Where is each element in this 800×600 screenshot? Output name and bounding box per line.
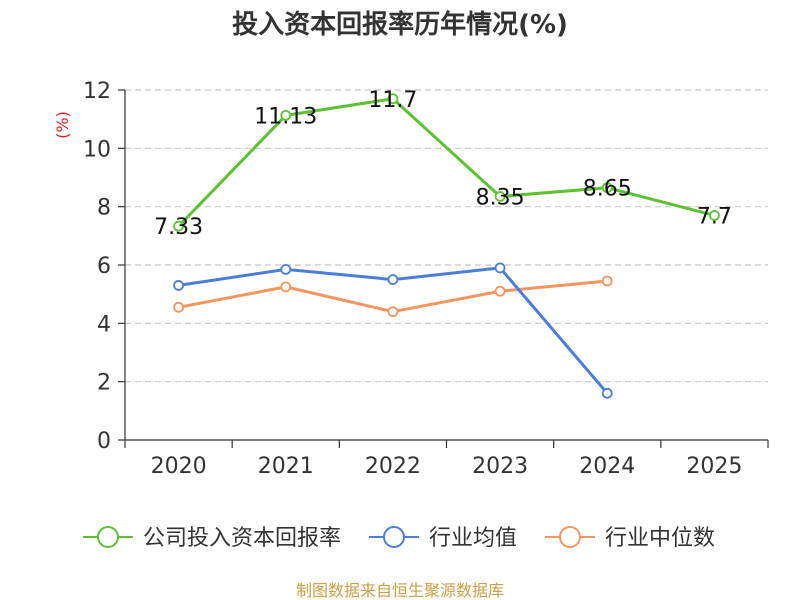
y-axis-label: (%) [53, 111, 72, 139]
series-group: 7.33 11.13 11.7 8.35 8.65 7.7 [154, 88, 732, 399]
series-2 [173, 275, 613, 318]
data-point[interactable] [280, 263, 292, 275]
grid [125, 89, 768, 383]
legend-marker-icon [97, 526, 119, 548]
data-point[interactable] [601, 275, 613, 287]
data-point[interactable] [601, 387, 613, 399]
data-point[interactable] [280, 109, 292, 121]
data-label: 7.33 [154, 215, 203, 240]
x-tick-label: 2024 [579, 454, 635, 479]
legend[interactable]: 公司投入资本回报率 行业均值 行业中位数 [83, 526, 715, 551]
data-point[interactable] [601, 182, 613, 194]
legend-marker-icon [559, 526, 581, 548]
data-label: 11.13 [254, 104, 317, 129]
legend-label: 行业中位数 [605, 526, 715, 551]
legend-label: 公司投入资本回报率 [143, 526, 341, 551]
chart-title: 投入资本回报率历年情况(%) [232, 9, 568, 40]
data-point[interactable] [494, 191, 506, 202]
data-label: 8.35 [476, 185, 525, 210]
y-tick-label: 8 [97, 196, 111, 221]
x-tick-label: 2025 [686, 454, 742, 479]
series-1 [173, 262, 613, 399]
data-point[interactable] [173, 220, 184, 232]
series-0: 7.33 11.13 11.7 8.35 8.65 7.7 [154, 88, 732, 240]
series-line [177, 97, 715, 228]
data-point[interactable] [280, 281, 292, 293]
y-tick-label: 4 [97, 312, 111, 337]
legend-marker-icon [383, 526, 405, 548]
data-label: 7.7 [697, 204, 732, 229]
legend-label: 行业均值 [429, 526, 517, 551]
y-tick-label: 12 [83, 79, 111, 104]
legend-item-1[interactable]: 行业均值 [369, 526, 517, 551]
legend-item-2[interactable]: 行业中位数 [545, 526, 715, 551]
data-label: 8.65 [583, 177, 632, 202]
data-point[interactable] [494, 262, 506, 274]
x-tick-label: 2021 [258, 454, 314, 479]
x-tick-label: 2020 [151, 454, 207, 479]
data-point[interactable] [173, 301, 184, 313]
y-tick-label: 2 [97, 371, 111, 396]
x-tick-label: 2023 [472, 454, 528, 479]
y-tick-label: 0 [97, 429, 111, 454]
axes: 0 2 4 6 8 10 12 2020 2021 2022 2023 2024 2025 [83, 79, 769, 479]
data-point[interactable] [387, 274, 399, 285]
data-point[interactable] [494, 285, 506, 297]
data-point[interactable] [387, 93, 399, 105]
data-point[interactable] [173, 280, 184, 291]
y-tick-label: 10 [83, 137, 111, 162]
data-point[interactable] [709, 210, 720, 221]
data-label: 11.7 [368, 88, 417, 113]
source-note: 制图数据来自恒生聚源数据库 [296, 581, 504, 600]
legend-item-0[interactable]: 公司投入资本回报率 [83, 526, 341, 551]
y-tick-label: 6 [97, 254, 111, 279]
data-point[interactable] [387, 306, 399, 318]
x-tick-label: 2022 [365, 454, 421, 479]
